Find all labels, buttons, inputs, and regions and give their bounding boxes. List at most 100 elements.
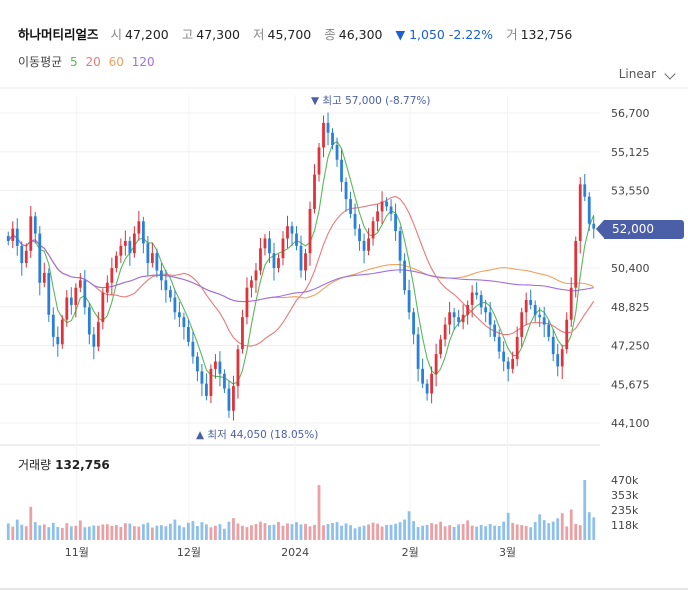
candle-body — [353, 213, 357, 229]
candle-body — [42, 272, 46, 283]
candle-body — [313, 174, 316, 209]
volume-bar — [362, 525, 366, 540]
candle-body — [299, 245, 303, 271]
candle-body — [47, 272, 51, 315]
volume-bar — [214, 525, 217, 540]
candle-body — [398, 231, 402, 261]
volume-bar — [241, 525, 244, 540]
volume-label: 거 — [506, 27, 518, 42]
candle-body — [412, 312, 415, 335]
candle-body — [259, 248, 262, 271]
volume-bar — [164, 526, 168, 540]
volume-bar — [272, 524, 276, 540]
volume-bar — [448, 525, 452, 540]
volume-bar — [416, 526, 420, 540]
volume-bar — [313, 524, 316, 540]
candle-body — [592, 223, 596, 229]
volume-bar — [11, 526, 15, 540]
volume-bar — [38, 525, 42, 540]
volume-bar — [191, 521, 195, 540]
candle-body — [439, 339, 443, 355]
volume-bar — [123, 523, 127, 540]
candle-body — [132, 233, 136, 254]
volume-bar — [268, 525, 271, 540]
volume-bar — [290, 524, 294, 540]
volume-bar — [578, 525, 582, 540]
candle-body — [569, 287, 573, 320]
volume-bar — [380, 526, 384, 540]
ma-legend[interactable]: 이동평균 5 20 60 120 — [18, 53, 159, 70]
ma20-line — [7, 195, 595, 347]
candle-body — [578, 184, 582, 241]
candle-body — [245, 287, 249, 318]
candle-body — [529, 299, 533, 305]
volume-bar — [358, 526, 361, 540]
volume-bar — [565, 526, 569, 540]
candle-body — [191, 341, 195, 357]
candle-body — [533, 304, 537, 315]
volume-bar — [187, 522, 190, 540]
candle-body — [362, 240, 366, 251]
scale-mode-select[interactable]: Linear — [618, 67, 656, 81]
candle-body — [159, 270, 163, 281]
candle-body — [326, 122, 330, 133]
price-tick-label: 48,825 — [611, 301, 650, 314]
volume-bar — [506, 512, 510, 540]
volume-bar — [69, 526, 73, 540]
volume-bar — [556, 518, 560, 540]
volume-bar — [20, 524, 24, 540]
volume-bar — [421, 525, 424, 540]
volume-bar — [529, 527, 533, 540]
volume-bar — [547, 523, 551, 540]
candle-body — [376, 211, 379, 222]
volume-bar — [326, 524, 330, 540]
candle-body — [187, 327, 190, 342]
candle-body — [87, 307, 91, 335]
candle-body — [344, 181, 348, 200]
volume-bar — [502, 521, 506, 540]
candle-body — [78, 280, 82, 288]
volume-bar — [295, 522, 298, 540]
volume-bar — [114, 524, 118, 540]
volume-bar — [434, 524, 438, 540]
candle-body — [493, 324, 497, 337]
volume-bar — [137, 526, 141, 540]
candle-body — [241, 317, 244, 350]
volume-bar — [524, 525, 528, 540]
candle-body — [470, 292, 474, 305]
volume-bar — [227, 521, 231, 540]
high-value: 47,300 — [196, 27, 241, 42]
volume-bar — [15, 519, 19, 540]
volume-bar — [533, 522, 537, 540]
price-tick-label: 47,250 — [611, 340, 650, 353]
volume-tick-label: 118k — [611, 519, 639, 532]
volume-bar — [65, 523, 69, 540]
volume-bar — [168, 523, 172, 540]
volume-bar — [209, 527, 213, 540]
volume-bar — [493, 525, 497, 540]
candle-body — [497, 336, 501, 352]
volume-bar — [146, 522, 150, 540]
volume-bar — [439, 521, 443, 540]
candle-body — [349, 199, 352, 214]
volume-bar — [56, 526, 60, 540]
volume-bar — [51, 522, 55, 540]
volume-bar — [182, 527, 186, 540]
volume-bar — [317, 485, 321, 540]
low-value: 45,700 — [267, 27, 312, 42]
candle-body — [502, 351, 506, 362]
open-value: 47,200 — [125, 27, 169, 42]
candle-body — [394, 213, 397, 232]
candle-body — [407, 290, 411, 313]
volume-bar — [304, 523, 307, 540]
candle-body — [123, 240, 127, 246]
candle-body — [51, 314, 55, 337]
candle-body — [511, 359, 515, 369]
volume-bar — [394, 523, 397, 540]
ma-legend-label: 이동평균 — [18, 55, 63, 69]
candle-body — [141, 221, 145, 244]
volume-bar — [96, 525, 100, 540]
candle-body — [38, 233, 42, 283]
candle-body — [277, 258, 280, 268]
